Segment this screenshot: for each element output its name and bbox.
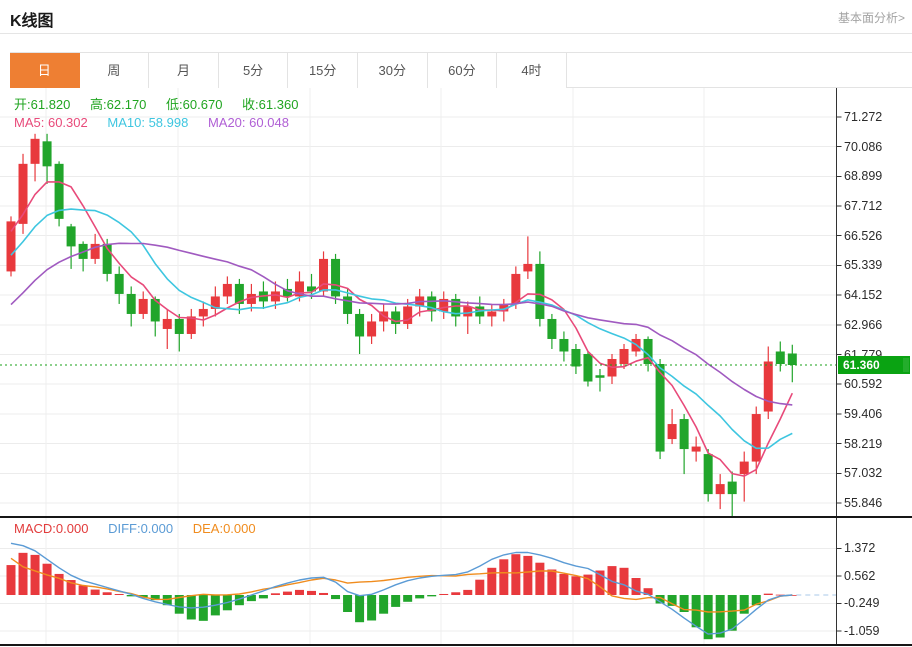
ohlc-low: 低:60.670 [166,97,223,112]
ohlc-open: 开:61.820 [14,97,71,112]
tab-60min[interactable]: 60分 [427,53,498,88]
ohlc-high: 高:62.170 [90,97,147,112]
badge-cap [903,357,909,372]
price-axis-label: 67.712 [844,199,883,214]
macd-axis-label: 1.372 [844,541,876,556]
tab-day[interactable]: 日 [10,53,80,88]
macd-axis-label: -0.249 [844,596,880,611]
page-title: K线图 [10,13,54,30]
price-axis-label: 55.846 [844,495,883,510]
ohlc-legend: 开:61.820 高:62.170 低:60.670 收:61.360 [14,94,314,113]
tab-15min[interactable]: 15分 [288,53,358,88]
price-axis-label: 58.219 [844,436,883,451]
last-price-badge: 61.360 [838,355,910,374]
tab-month[interactable]: 月 [149,53,219,88]
price-axis-label: 57.032 [844,466,883,481]
fundamental-analysis-link[interactable]: 基本面分析> [837,11,905,25]
tab-week[interactable]: 周 [79,53,150,88]
macd-axis-label: 0.562 [844,568,876,583]
price-axis-label: 59.406 [844,406,883,421]
tab-30min[interactable]: 30分 [357,53,428,88]
ma5-value: MA5: 60.302 [14,115,88,130]
ma-legend: MA5: 60.302 MA10: 58.998 MA20: 60.048 [14,115,305,130]
price-axis-label: 66.526 [844,228,883,243]
price-axis-label: 62.966 [844,317,883,332]
last-price-value: 61.360 [843,357,880,372]
header: K线图 基本面分析> [0,0,912,34]
tab-4hour[interactable]: 4时 [497,53,567,88]
price-axis-label: 60.592 [844,377,883,392]
macd-legend: MACD:0.000 DIFF:0.000 DEA:0.000 [14,521,272,536]
period-tabbar: 日 周 月 5分 15分 30分 60分 4时 [10,52,912,88]
price-axis-label: 68.899 [844,169,883,184]
diff-value: DIFF:0.000 [108,521,174,536]
macd-axis-label: -1.059 [844,624,880,638]
ma20-value: MA20: 60.048 [207,115,289,130]
ohlc-close: 收:61.360 [242,97,299,112]
dea-value: DEA:0.000 [192,521,256,536]
price-axis-label: 64.152 [844,288,883,303]
price-axis-label: 70.086 [844,139,883,154]
ma10-value: MA10: 58.998 [107,115,189,130]
tab-5min[interactable]: 5分 [218,53,289,88]
price-axis-label: 71.272 [844,110,883,124]
macd-value: MACD:0.000 [14,521,89,536]
price-axis-label: 65.339 [844,258,883,273]
